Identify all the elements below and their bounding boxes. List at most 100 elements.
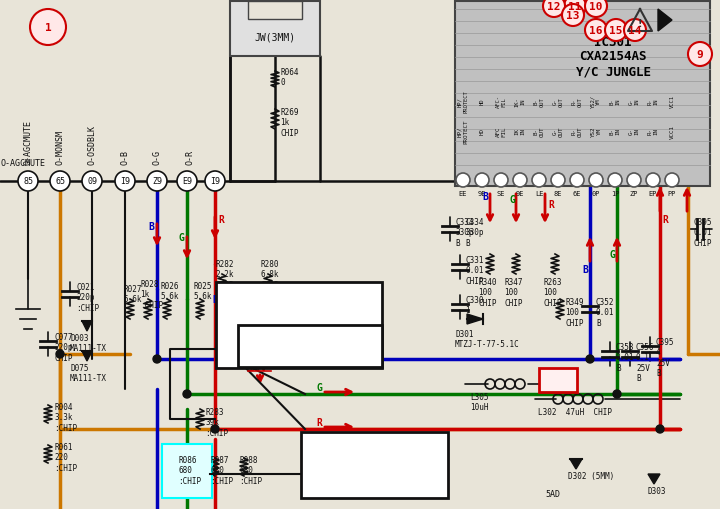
Text: 10: 10: [589, 2, 603, 12]
Text: R-
OUT: R- OUT: [572, 127, 582, 137]
Text: 19V: 19V: [248, 362, 266, 372]
Text: B: B: [582, 265, 588, 274]
Text: O-AGCMUTE: O-AGCMUTE: [0, 159, 45, 167]
FancyBboxPatch shape: [216, 282, 382, 369]
Text: !: !: [638, 19, 642, 29]
Polygon shape: [658, 10, 672, 32]
Text: C330
1: C330 1: [465, 295, 484, 315]
FancyBboxPatch shape: [238, 325, 382, 367]
Circle shape: [494, 174, 508, 188]
Text: B: B: [482, 191, 488, 202]
Text: 11: 11: [568, 2, 582, 12]
Circle shape: [82, 172, 102, 191]
Circle shape: [605, 20, 627, 42]
Text: G-
IN: G- IN: [629, 99, 639, 105]
Text: G-
IN: G- IN: [629, 128, 639, 135]
Text: R027
5.6k: R027 5.6k: [123, 285, 142, 304]
Text: O-MONSM: O-MONSM: [55, 130, 65, 165]
Bar: [230, 2, 320, 57]
Text: D003
MA111-TX: D003 MA111-TX: [70, 333, 107, 353]
Text: YS2/
YM: YS2/ YM: [590, 95, 601, 108]
Text: R088
680
:CHIP: R088 680 :CHIP: [239, 455, 262, 485]
Text: REMOVE R086,
R087, R088: REMOVE R086, R087, R088: [307, 442, 410, 470]
Text: VCC1: VCC1: [670, 95, 675, 108]
Text: 0P: 0P: [592, 191, 600, 196]
Text: 1P: 1P: [611, 191, 619, 196]
Circle shape: [564, 0, 586, 18]
Text: R347
100
CHIP: R347 100 CHIP: [504, 277, 523, 307]
Text: CONNECT BLANKING
SWITCH: CONNECT BLANKING SWITCH: [222, 302, 365, 330]
Circle shape: [656, 425, 664, 433]
Text: HP/
PROTECT: HP/ PROTECT: [458, 91, 469, 113]
Text: 9E: 9E: [478, 191, 486, 196]
Text: R: R: [548, 200, 554, 210]
Circle shape: [585, 20, 607, 42]
FancyBboxPatch shape: [539, 369, 577, 392]
Text: AFC-
FIL: AFC- FIL: [495, 95, 506, 108]
Text: C334
330p
B: C334 330p B: [465, 217, 484, 247]
Text: 65: 65: [55, 177, 65, 186]
Text: 8E: 8E: [554, 191, 562, 196]
Text: R086
680
:CHIP: R086 680 :CHIP: [178, 455, 201, 485]
Circle shape: [211, 425, 219, 433]
Text: B-
IN: B- IN: [610, 128, 621, 135]
Circle shape: [570, 174, 584, 188]
Text: G: G: [178, 233, 184, 242]
Text: EP: EP: [649, 191, 657, 196]
Text: HD: HD: [480, 128, 485, 135]
Text: 5AD: 5AD: [545, 489, 560, 498]
Text: I9: I9: [210, 177, 220, 186]
Circle shape: [551, 174, 565, 188]
Text: 14: 14: [629, 26, 642, 36]
Polygon shape: [82, 321, 92, 331]
Text: O-OSDBLK: O-OSDBLK: [88, 125, 96, 165]
Text: 1: 1: [45, 23, 51, 33]
Text: 15: 15: [609, 26, 623, 36]
Text: 6E: 6E: [572, 191, 581, 196]
Text: R349
100
CHIP: R349 100 CHIP: [565, 297, 583, 327]
Text: G-
OUT: G- OUT: [553, 127, 563, 137]
Circle shape: [624, 20, 646, 42]
Text: Z9: Z9: [152, 177, 162, 186]
Text: 13: 13: [566, 11, 580, 21]
Text: R061
220
:CHIP: R061 220 :CHIP: [54, 442, 77, 472]
Text: SE: SE: [497, 191, 505, 196]
Text: R263
100
CHIP: R263 100 CHIP: [543, 277, 562, 307]
Polygon shape: [467, 315, 483, 324]
Text: LE: LE: [535, 191, 544, 196]
Text: R: R: [242, 294, 248, 304]
Text: R064
0: R064 0: [280, 68, 299, 87]
Text: R282
2.2k
CHIP: R282 2.2k CHIP: [215, 260, 233, 289]
Text: O-G: O-G: [153, 150, 161, 165]
Text: R004
3.3k
:CHIP: R004 3.3k :CHIP: [54, 402, 77, 432]
Circle shape: [543, 0, 565, 18]
Text: R340
100
CHIP: R340 100 CHIP: [478, 277, 497, 307]
Text: R025
5.6k: R025 5.6k: [193, 281, 212, 301]
Text: IC301
CXA2154AS
Y/C JUNGLE: IC301 CXA2154AS Y/C JUNGLE: [575, 36, 651, 78]
Text: D075
MA111-TX: D075 MA111-TX: [70, 363, 107, 383]
Text: 85: 85: [23, 177, 33, 186]
Text: G: G: [316, 382, 322, 392]
Text: EE: EE: [459, 191, 467, 196]
Circle shape: [586, 355, 594, 363]
Text: R: R: [218, 215, 224, 224]
Text: C331
0.01
CHIP: C331 0.01 CHIP: [465, 256, 484, 285]
Circle shape: [585, 0, 607, 18]
Circle shape: [665, 174, 679, 188]
Circle shape: [562, 5, 584, 27]
Text: C334
330p
B: C334 330p B: [455, 217, 474, 247]
Text: B: B: [148, 221, 154, 232]
Text: 9E: 9E: [516, 191, 524, 196]
Text: B: B: [316, 347, 322, 357]
Circle shape: [589, 174, 603, 188]
Text: R-
OUT: R- OUT: [572, 97, 582, 107]
Text: C352
0.01
B: C352 0.01 B: [596, 297, 614, 327]
Text: 16: 16: [589, 26, 603, 36]
Text: L302  47uH  CHIP: L302 47uH CHIP: [538, 407, 612, 416]
Circle shape: [177, 172, 197, 191]
Text: R280
6.8k
CHIP: R280 6.8k CHIP: [260, 260, 279, 289]
Text: R-
IN: R- IN: [647, 99, 658, 105]
Text: D303: D303: [648, 486, 667, 495]
Circle shape: [50, 172, 70, 191]
Text: JW(3MM): JW(3MM): [254, 33, 296, 43]
